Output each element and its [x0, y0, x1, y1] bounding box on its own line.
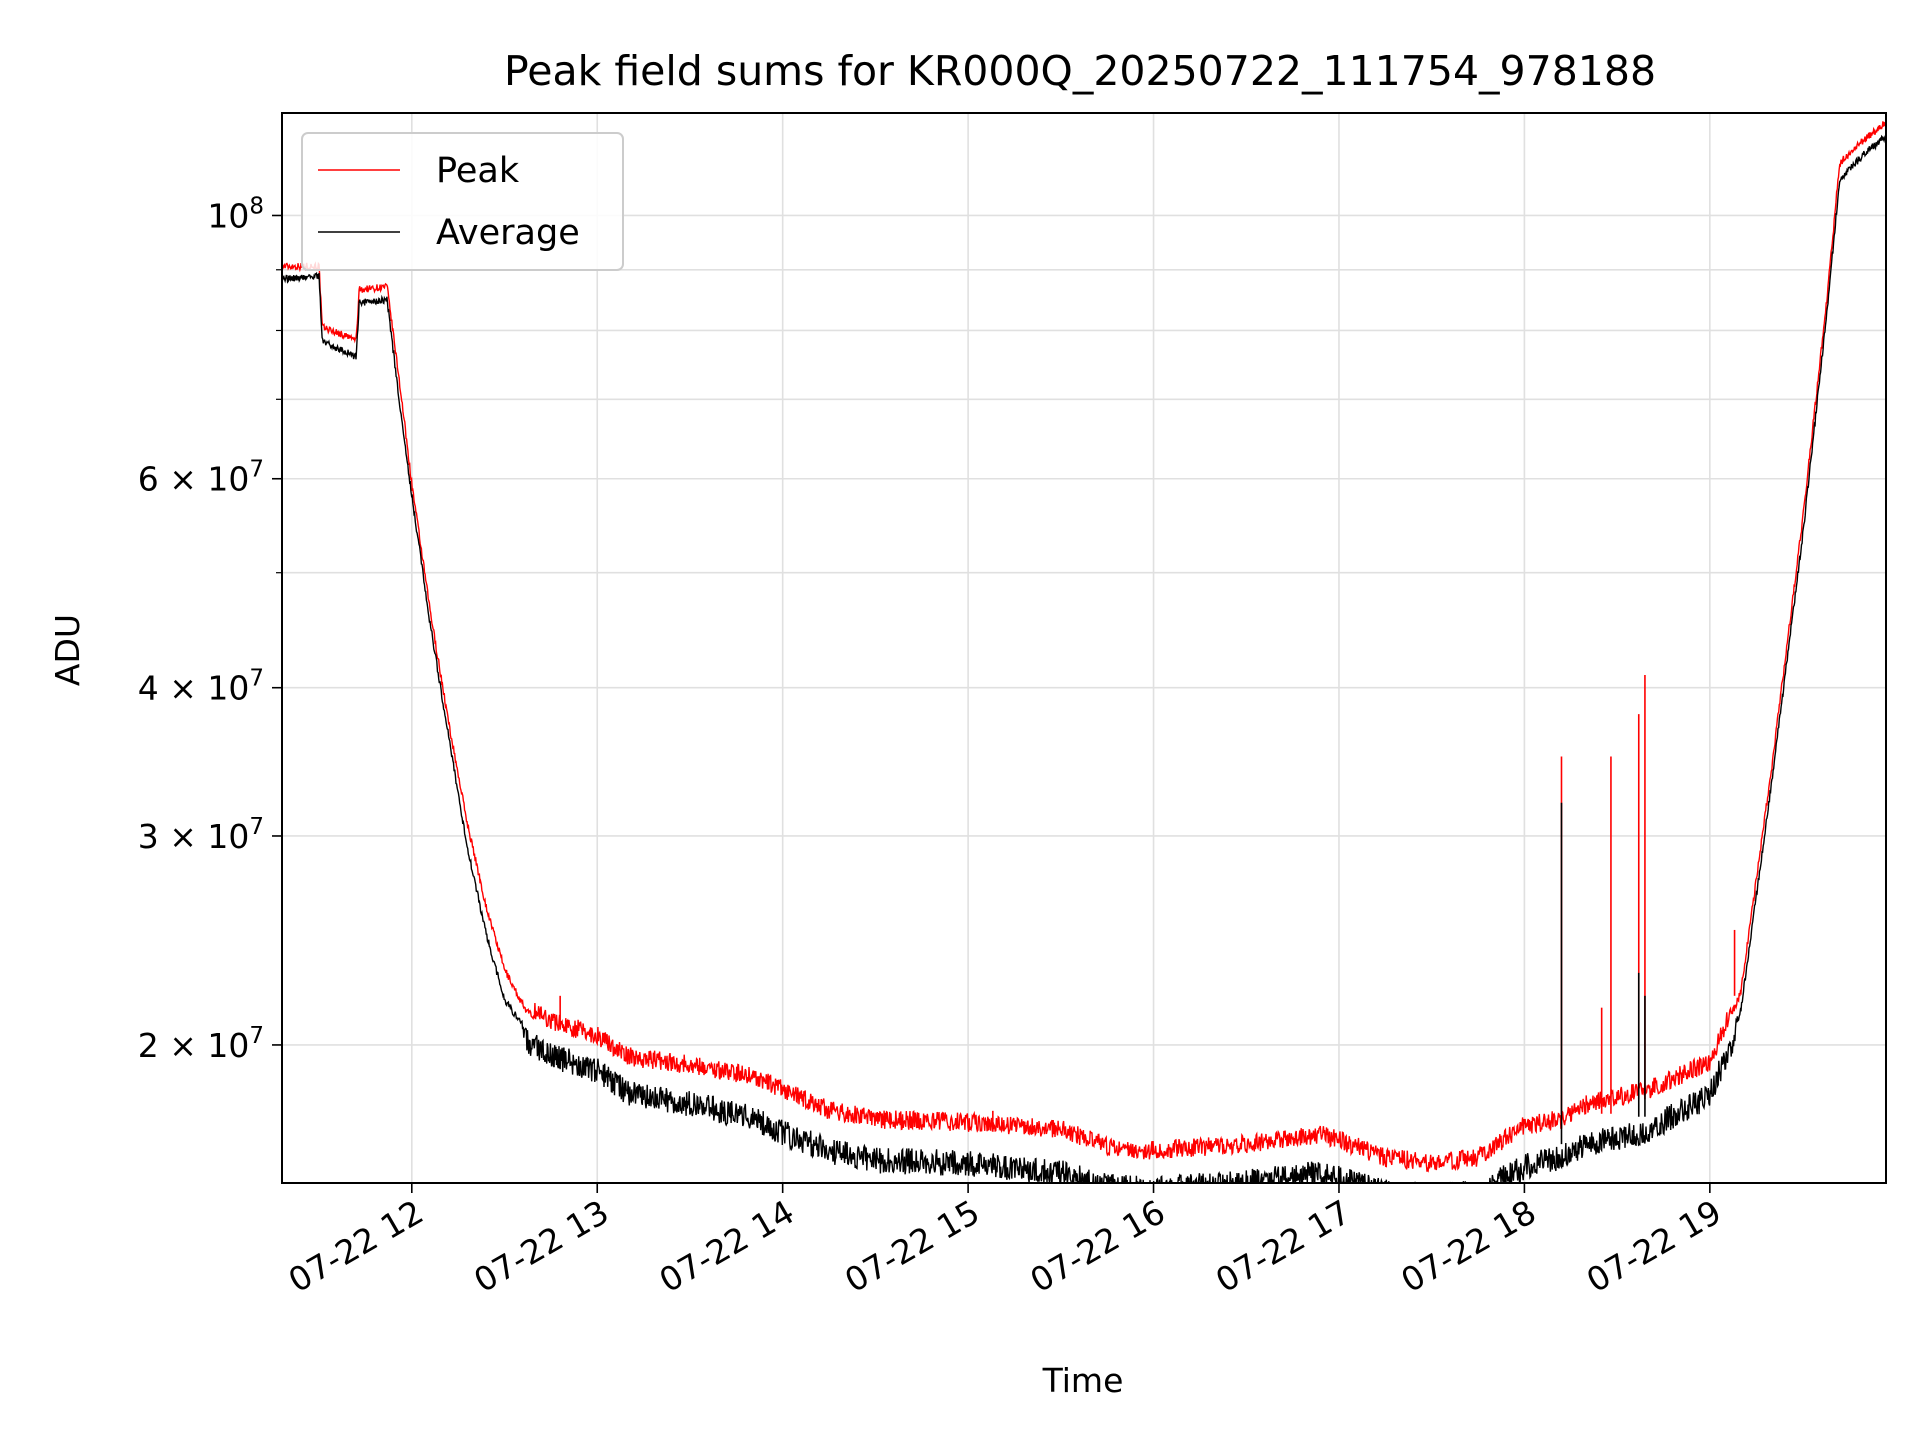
- y-tick-label: 6 × 107: [138, 457, 264, 499]
- y-tick-label: 108: [207, 193, 264, 235]
- x-axis-label: Time: [1042, 1361, 1124, 1400]
- y-tick-label: 2 × 107: [138, 1023, 264, 1065]
- legend: Peak Average: [301, 132, 624, 271]
- legend-label-peak: Peak: [436, 151, 520, 191]
- chart-title: Peak field sums for KR000Q_20250722_1117…: [504, 47, 1656, 95]
- y-axis: 2 × 107 3 × 107 4 × 107 6 × 107 108: [138, 193, 282, 1065]
- y-tick-label: 4 × 107: [138, 666, 264, 708]
- series-line-peak: [282, 120, 1886, 1173]
- legend-label-average: Average: [436, 213, 580, 253]
- plot-frame: [281, 112, 1887, 1184]
- grid-lines: [282, 113, 1886, 1183]
- y-axis-label: ADU: [48, 614, 87, 686]
- legend-box: [301, 132, 624, 271]
- y-tick-label: 3 × 107: [138, 814, 264, 856]
